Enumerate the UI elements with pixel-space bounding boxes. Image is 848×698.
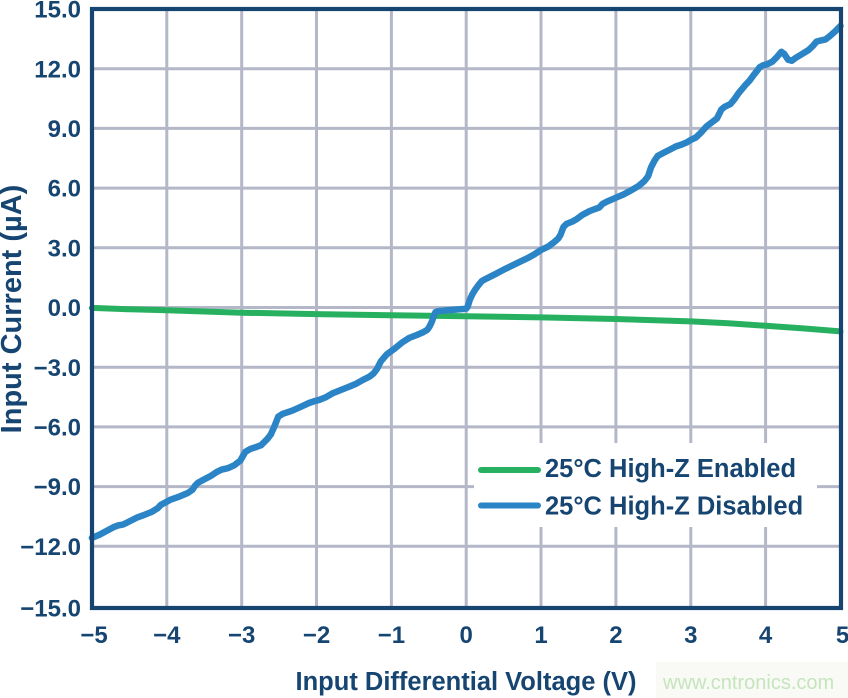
svg-text:4: 4: [759, 622, 773, 649]
svg-text:2: 2: [609, 622, 622, 649]
svg-text:Input Differential Voltage (V): Input Differential Voltage (V): [296, 668, 637, 696]
svg-text:Input Current (µA): Input Current (µA): [0, 185, 28, 434]
svg-text:6.0: 6.0: [48, 176, 81, 203]
svg-text:−3: −3: [228, 622, 255, 649]
svg-text:1: 1: [534, 622, 547, 649]
svg-text:3: 3: [684, 622, 697, 649]
svg-text:−15.0: −15.0: [20, 596, 81, 623]
svg-text:15.0: 15.0: [34, 0, 81, 24]
svg-text:−2: −2: [303, 622, 330, 649]
svg-text:0.0: 0.0: [48, 295, 81, 322]
svg-text:25°C High-Z Disabled: 25°C High-Z Disabled: [545, 493, 803, 521]
svg-text:12.0: 12.0: [34, 56, 81, 83]
svg-text:5: 5: [836, 622, 848, 649]
svg-text:−5: −5: [80, 622, 107, 649]
svg-text:−1: −1: [378, 622, 405, 649]
svg-text:−6.0: −6.0: [34, 415, 81, 442]
svg-text:0: 0: [460, 622, 473, 649]
svg-text:−9.0: −9.0: [34, 474, 81, 501]
svg-text:25°C High-Z Enabled: 25°C High-Z Enabled: [545, 455, 796, 483]
svg-text:−4: −4: [153, 622, 181, 649]
svg-text:−3.0: −3.0: [34, 355, 81, 382]
svg-text:www.cntronics.com: www.cntronics.com: [662, 672, 834, 694]
svg-text:9.0: 9.0: [48, 116, 81, 143]
svg-text:−12.0: −12.0: [20, 534, 81, 561]
svg-text:3.0: 3.0: [48, 235, 81, 262]
